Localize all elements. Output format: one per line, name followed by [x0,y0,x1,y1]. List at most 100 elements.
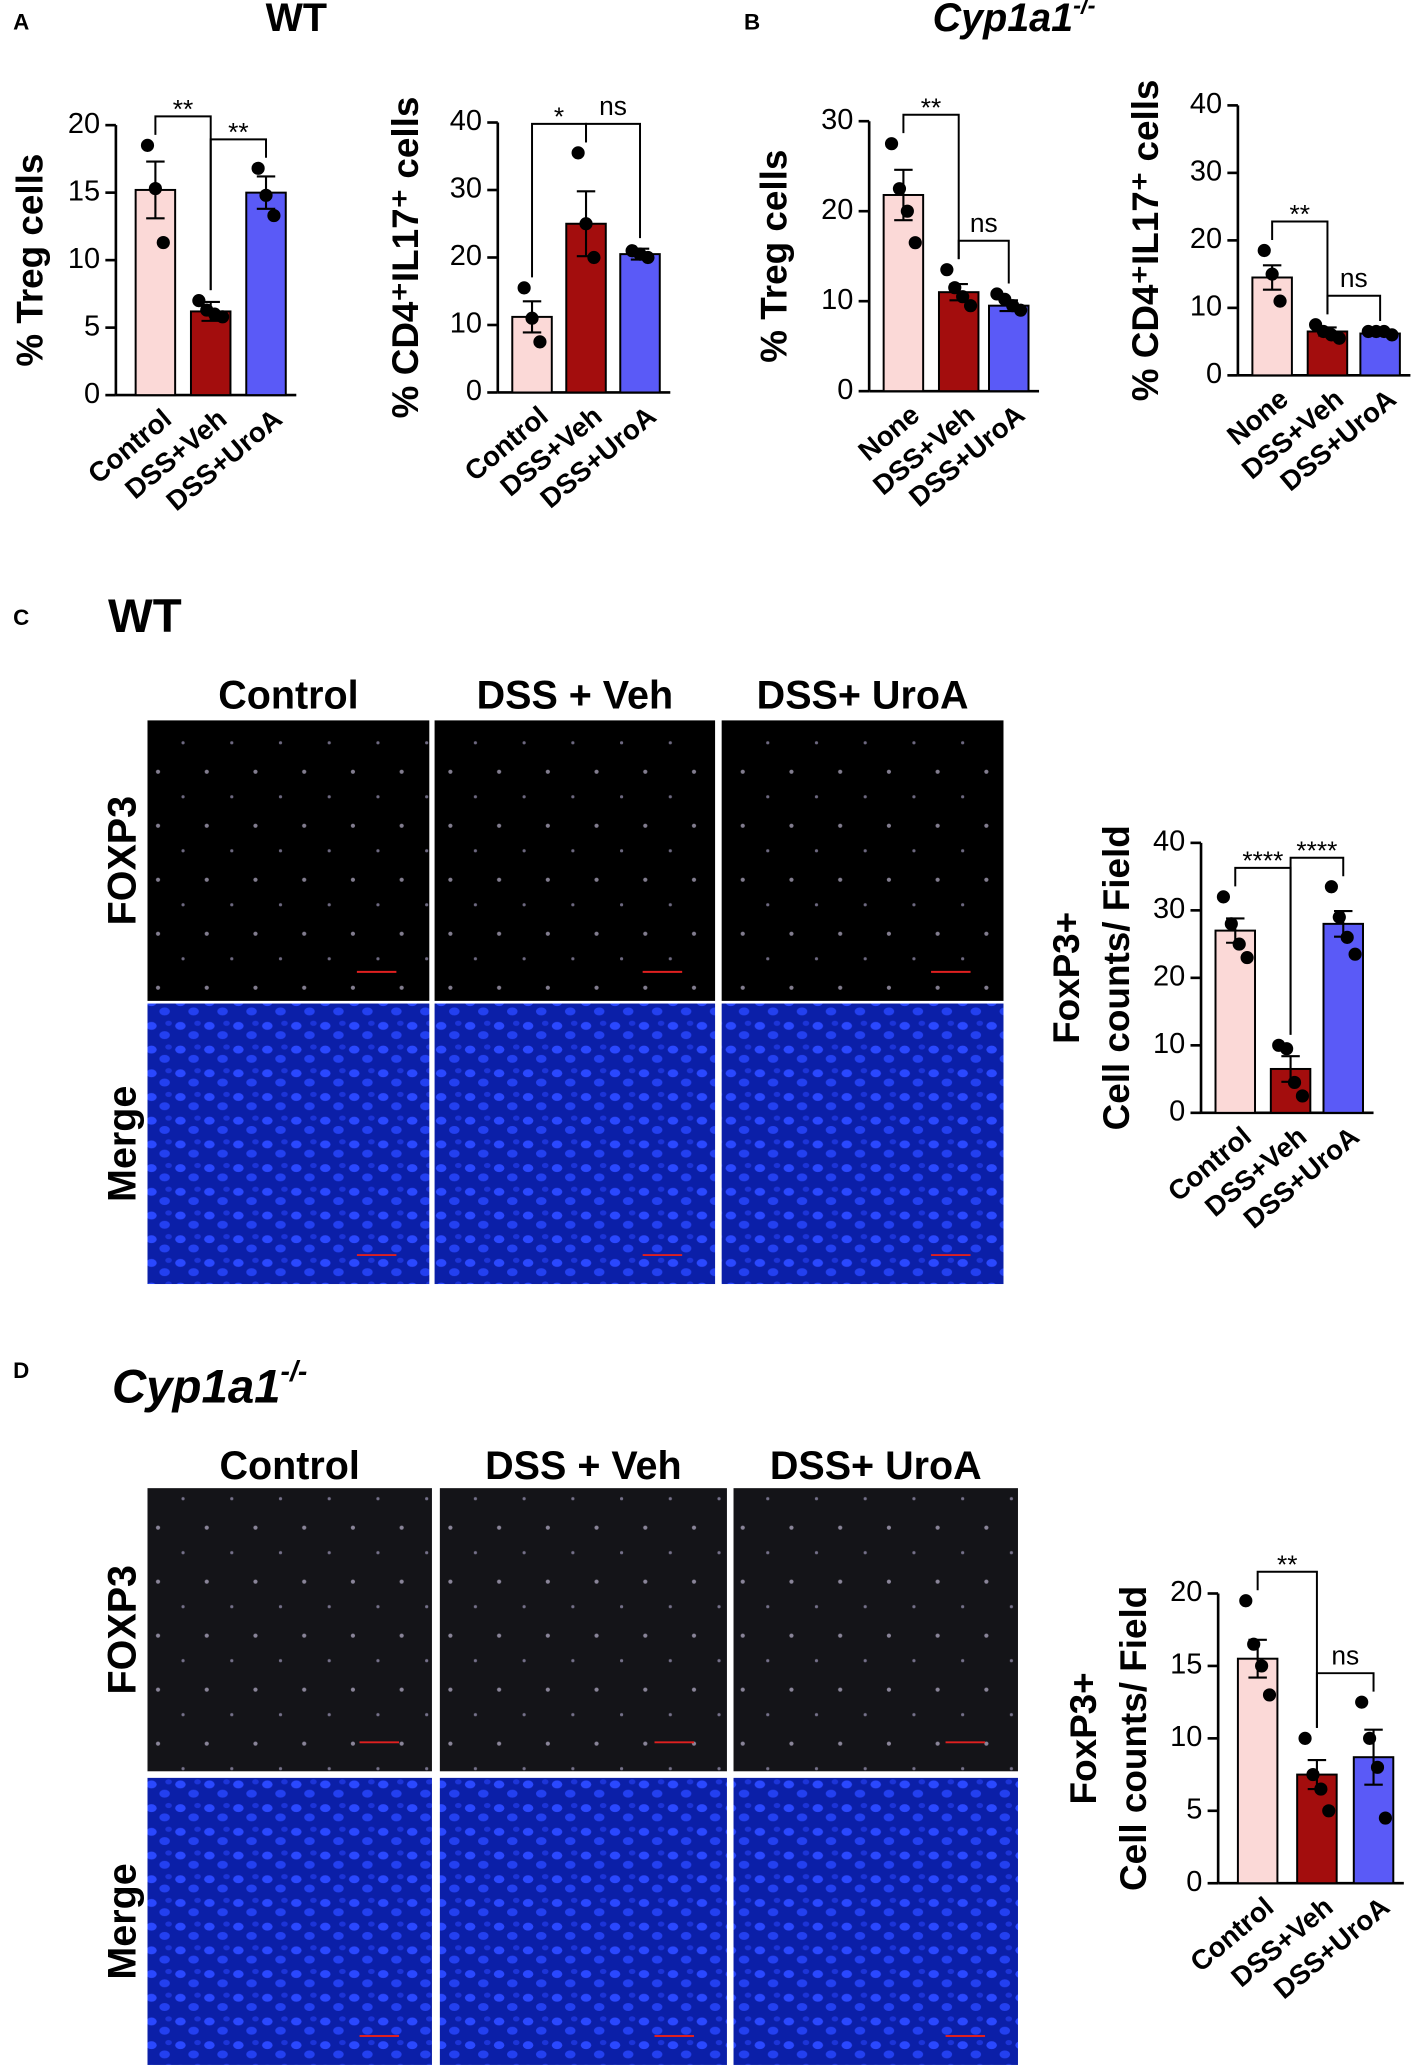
y-axis-label: Cell counts/ Field [1113,1586,1154,1891]
data-point [1232,937,1246,951]
title-text: Cyp1a1 [112,1360,281,1413]
bar [882,193,925,393]
significance-bracket [1315,1672,1375,1728]
data-point [948,281,962,295]
title-sup: -/- [281,1355,308,1387]
row-label: FOXP3 [101,1565,145,1695]
data-point [259,188,273,202]
micrograph [434,1003,716,1285]
micrograph-signal [721,720,1004,1001]
column-label: Control [218,673,358,717]
significance-label: ** [1277,1549,1298,1579]
significance-bracket [585,122,642,239]
micrograph [721,1003,1004,1285]
data-point [1332,331,1346,345]
data-point [1216,890,1230,904]
significance-bracket [1326,294,1382,321]
data-point [148,182,162,196]
data-point [267,209,281,223]
row-label: FOXP3 [101,796,145,926]
title: Cyp1a1-/- [112,1355,307,1413]
micrograph-signal [147,720,430,1001]
y-tick-label: 0 [84,378,100,410]
column-label: DSS+ UroA [757,673,969,717]
title: WT [266,0,327,41]
significance-bracket [902,113,960,260]
y-axis-label: FoxP3+ [1063,1672,1104,1804]
y-tick-label: 30 [821,104,853,136]
y-tick-label: 15 [1170,1649,1202,1681]
data-point [215,310,230,324]
micrograph [439,1777,727,2065]
title-text: WT [108,590,182,643]
y-tick-label: 30 [1190,156,1222,188]
data-point [1322,1804,1336,1818]
y-axis-label: % CD4⁺IL17⁺ cells [385,97,426,419]
micrograph [147,1777,432,2065]
column-label: Control [220,1444,360,1488]
significance-bracket [209,138,268,291]
data-point [1385,328,1399,342]
y-tick-label: 5 [1186,1793,1202,1825]
y-axis-label: % Treg cells [754,150,795,363]
data-point [192,294,206,308]
data-point [1370,1760,1385,1774]
data-point [908,236,922,250]
bar [1251,276,1293,377]
y-tick-label: 0 [1206,358,1222,390]
panel-label: A [13,10,29,35]
significance-label: ** [228,117,249,147]
micrograph-signal [434,720,716,1001]
data-point [900,204,914,218]
title-text: Cyp1a1 [933,0,1074,41]
micrograph [147,1003,430,1285]
y-axis-label: % Treg cells [10,154,51,367]
data-point [525,311,539,325]
data-point [1262,1688,1277,1702]
significance-label: **** [1242,846,1283,876]
y-tick-label: 0 [837,374,853,406]
y-tick-label: 20 [450,240,482,272]
data-point [517,281,531,295]
title-text: WT [266,0,327,41]
data-point [956,290,970,304]
column-label: DSS + Veh [485,1444,682,1488]
y-axis-label: Cell counts/ Field [1096,825,1137,1130]
data-point [1224,917,1238,931]
data-point [1324,880,1338,894]
significance-label: ** [173,94,194,124]
column-label: DSS+ UroA [770,1444,982,1488]
row-label: Merge [101,1863,145,1979]
bar [189,310,232,397]
data-point [1332,910,1346,924]
micrograph [733,1777,1018,2065]
data-point [1306,1767,1320,1782]
significance-label: **** [1296,835,1337,865]
micrograph-signal [147,1488,432,1772]
data-point [884,137,899,151]
significance-label: * [554,102,564,132]
y-tick-label: 40 [450,105,482,137]
panel-label: B [744,10,760,35]
data-point [1348,947,1362,961]
data-point [571,146,585,160]
y-tick-label: 15 [68,175,100,207]
data-point [1298,1731,1312,1745]
bar [988,304,1030,393]
y-tick-label: 0 [1186,1866,1202,1898]
significance-label: ns [1331,1640,1359,1670]
significance-label: ns [599,91,627,121]
data-point [1295,1089,1310,1103]
panel-label: D [13,1358,29,1383]
significance-bracket [957,239,1010,284]
data-point [1273,294,1287,308]
y-tick-label: 0 [466,375,482,407]
y-tick-label: 20 [1190,223,1222,255]
data-point [940,263,954,277]
significance-bracket [1256,1570,1318,1728]
y-tick-label: 20 [68,108,100,140]
data-point [963,299,978,313]
title: WT [108,590,182,643]
data-point [1255,1659,1269,1673]
